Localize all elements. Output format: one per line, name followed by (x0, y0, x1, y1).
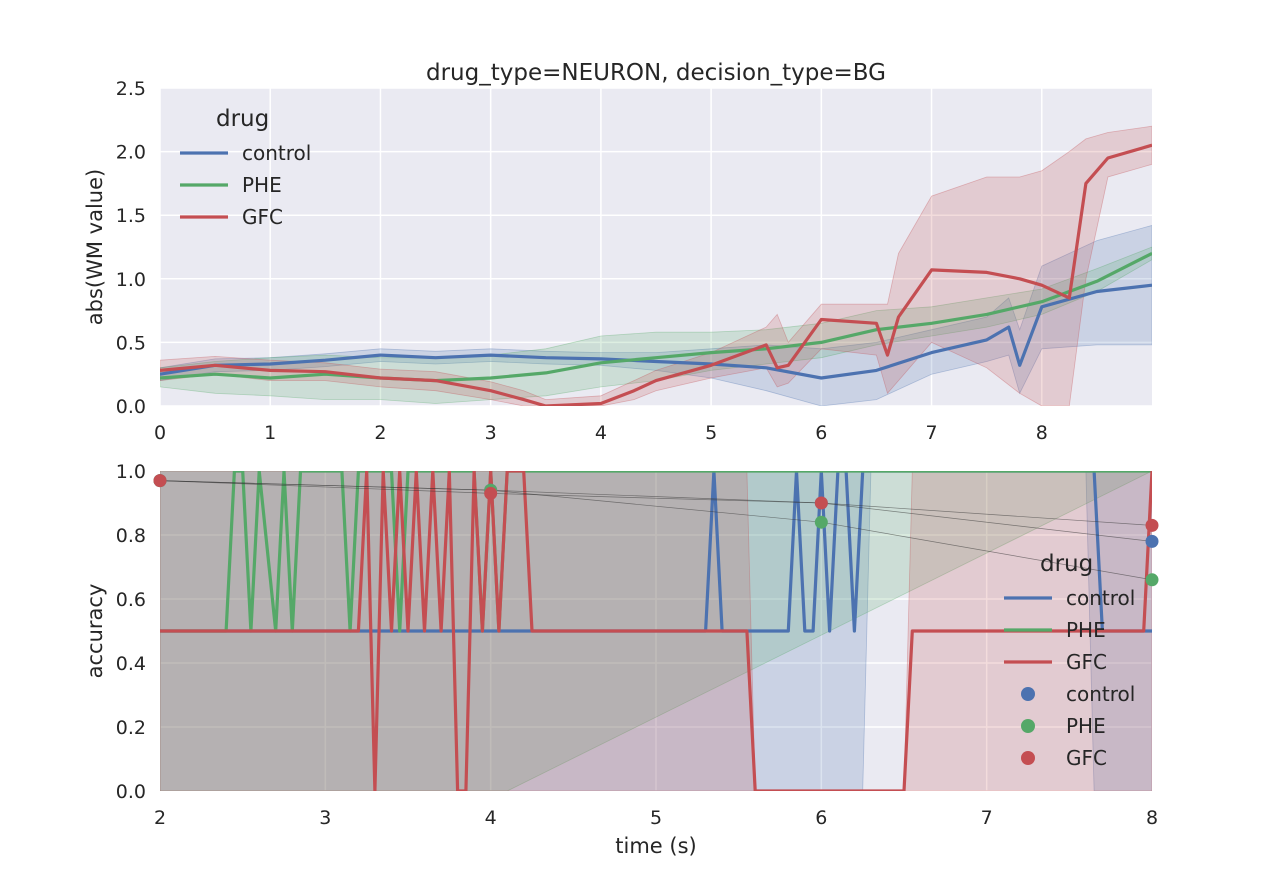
point-gfc (814, 496, 828, 510)
top-y-axis-label: abs(WM value) (83, 169, 107, 325)
point-gfc (153, 474, 167, 488)
point-gfc (484, 486, 498, 500)
point-control (1145, 534, 1159, 548)
top-y-tick-labels: 0.0 0.5 1.0 1.5 2.0 2.5 (116, 78, 146, 418)
x-tick-label: 5 (650, 807, 662, 829)
top-panel: 0 1 2 3 4 5 6 7 8 0.0 0.5 1.0 1.5 2.0 2.5 drug_type=N… (83, 60, 1152, 444)
y-tick-label: 0.4 (116, 653, 146, 675)
bottom-series-lines (160, 471, 1152, 791)
legend-label-control: control (1066, 682, 1135, 706)
x-tick-label: 4 (595, 422, 607, 444)
x-tick-label: 2 (374, 422, 386, 444)
fit-curve-gfc (159, 480, 1153, 526)
x-tick-label: 1 (264, 422, 276, 444)
x-tick-label: 2 (154, 807, 166, 829)
y-tick-label: 0.0 (116, 396, 146, 418)
bottom-x-tick-labels: 2 3 4 5 6 7 8 (154, 807, 1158, 829)
x-tick-label: 3 (319, 807, 331, 829)
point-phe (814, 515, 828, 529)
x-tick-label: 7 (926, 422, 938, 444)
x-tick-label: 3 (485, 422, 497, 444)
fit-curve-phe (159, 480, 1153, 581)
y-tick-label: 0.2 (116, 717, 146, 739)
line-phe (160, 251, 1152, 383)
x-tick-label: 0 (154, 422, 166, 444)
y-tick-label: 1.5 (116, 205, 146, 227)
bottom-legend-title: drug (1040, 551, 1093, 577)
x-tick-label: 4 (485, 807, 497, 829)
y-tick-label: 2.5 (116, 78, 146, 100)
point-gfc (1145, 518, 1159, 532)
band-gfc (160, 125, 1152, 406)
bottom-fit-curves (159, 480, 1153, 581)
legend-marker-gfc (1021, 751, 1035, 765)
line-gfc (160, 143, 1152, 406)
bottom-y-tick-labels: 0.0 0.2 0.4 0.6 0.8 1.0 (116, 461, 146, 803)
top-legend: drug control PHE GFC (180, 106, 311, 229)
bottom-series-points (153, 474, 1159, 587)
point-phe (1145, 573, 1159, 587)
y-tick-label: 0.8 (116, 525, 146, 547)
bottom-legend: drug control PHE GFC control PHE GFC (1004, 551, 1135, 770)
legend-marker-control (1021, 687, 1035, 701)
x-tick-label: 7 (981, 807, 993, 829)
chart-title: drug_type=NEURON, decision_type=BG (426, 60, 886, 86)
top-x-tick-labels: 0 1 2 3 4 5 6 7 8 (154, 422, 1048, 444)
x-tick-label: 6 (815, 422, 827, 444)
y-tick-label: 2.0 (116, 142, 146, 164)
bottom-x-axis-label: time (s) (615, 834, 696, 858)
legend-label-control: control (1066, 586, 1135, 610)
y-tick-label: 0.5 (116, 332, 146, 354)
x-tick-label: 8 (1036, 422, 1048, 444)
legend-label-gfc: GFC (1066, 746, 1107, 770)
y-tick-label: 1.0 (116, 461, 146, 483)
bottom-y-axis-label: accuracy (83, 584, 107, 679)
x-tick-label: 8 (1146, 807, 1158, 829)
legend-marker-phe (1021, 719, 1035, 733)
y-tick-label: 0.0 (116, 781, 146, 803)
legend-label-phe: PHE (242, 173, 282, 197)
top-plot-area (160, 88, 1152, 406)
legend-label-gfc: GFC (242, 205, 283, 229)
top-series-lines (160, 143, 1152, 406)
band-phe (160, 246, 1152, 404)
legend-label-control: control (242, 141, 311, 165)
top-legend-title: drug (216, 106, 269, 132)
bottom-panel: 2 3 4 5 6 7 8 0.0 0.2 0.4 0.6 0.8 1.0 time (s) accu… (83, 461, 1159, 858)
line-gfc (160, 471, 1152, 791)
legend-label-phe: PHE (1066, 714, 1106, 738)
y-tick-label: 0.6 (116, 589, 146, 611)
y-tick-label: 1.0 (116, 269, 146, 291)
top-grid (159, 87, 1152, 407)
x-tick-label: 5 (705, 422, 717, 444)
legend-label-gfc: GFC (1066, 650, 1107, 674)
x-tick-label: 6 (815, 807, 827, 829)
legend-label-phe: PHE (1066, 618, 1106, 642)
